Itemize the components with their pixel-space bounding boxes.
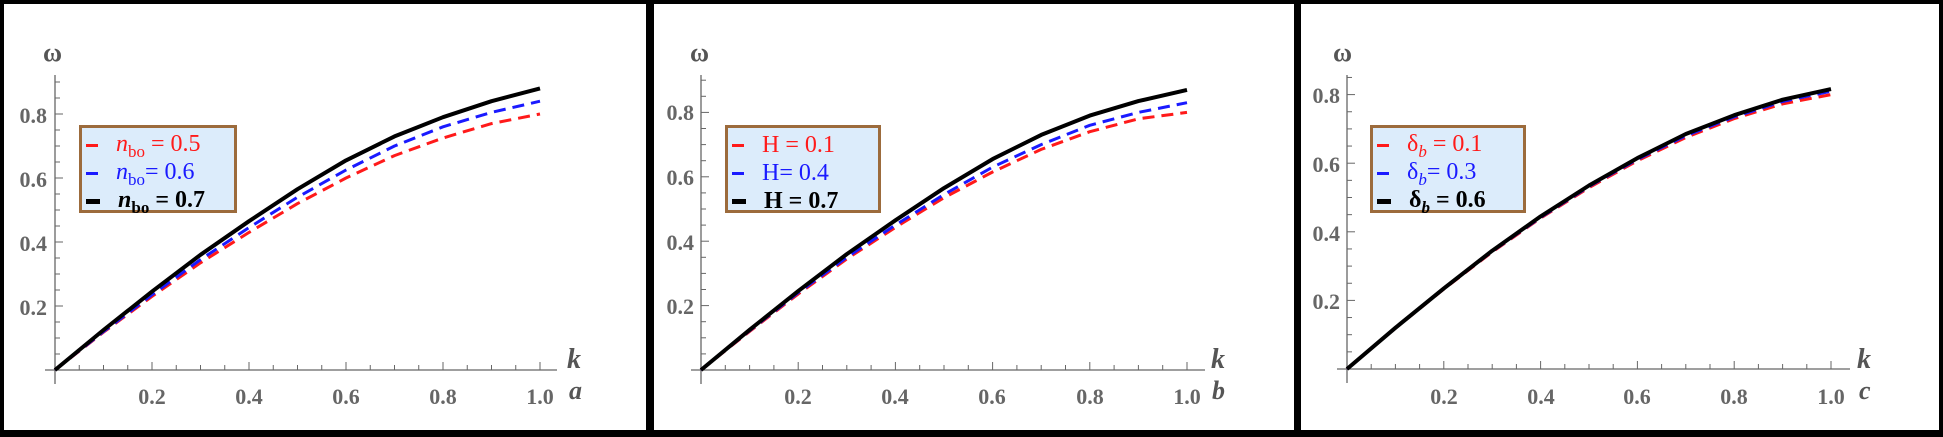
x-tick-label: 0.6 [1623, 384, 1651, 409]
plot-svg-a [45, 75, 557, 384]
legend-item: δb = 0.6 [1377, 187, 1523, 217]
series-line [1345, 87, 1832, 371]
legend-swatch-dashed-red [732, 143, 744, 147]
panel-label: b [1212, 376, 1225, 405]
x-tick-label: 0.2 [784, 384, 812, 409]
x-axis-label: k [567, 344, 581, 375]
x-tick-label: 0.2 [138, 384, 166, 409]
legend-item: H = 0.7 [732, 187, 878, 215]
x-tick-label: 0.8 [429, 384, 457, 409]
legend-item: nbo = 0.5 [86, 131, 234, 161]
panel-label: c [1859, 376, 1871, 405]
legend-swatch-dashed-red [86, 143, 98, 147]
x-tick-label: 1.0 [1817, 384, 1845, 409]
legend-swatch-dashed-blue [86, 171, 98, 175]
series-line [699, 87, 1188, 372]
y-tick-label: 0.8 [666, 100, 695, 125]
legend-item: H = 0.1 [732, 131, 878, 159]
y-tick-label: 0.8 [19, 103, 48, 128]
chart-panel-b: ω k b 0.8 0.6 0.4 0.2 0.2 0.4 0.6 0.8 1.… [654, 4, 1294, 430]
chart-panel-c: ω k c 0.8 0.6 0.4 0.2 0.2 0.4 0.6 0.8 1.… [1301, 4, 1939, 430]
y-tick-label: 0.6 [666, 165, 695, 190]
plot-svg-b [691, 75, 1205, 384]
x-tick-label: 0.6 [978, 384, 1006, 409]
x-tick-label: 0.6 [332, 384, 360, 409]
legend-item: nbo = 0.7 [86, 187, 234, 217]
y-tick-label: 0.4 [1312, 221, 1341, 246]
legend-item: nbo= 0.6 [86, 159, 234, 189]
x-tick-label: 0.4 [881, 384, 909, 409]
legend-item: H= 0.4 [732, 159, 878, 187]
legend: nbo = 0.5 nbo= 0.6 nbo = 0.7 [79, 125, 237, 217]
x-tick-label: 0.8 [1076, 384, 1104, 409]
panel-label: a [569, 376, 582, 405]
x-tick-label: 1.0 [526, 384, 554, 409]
y-tick-label: 0.2 [1312, 289, 1341, 314]
x-tick-label: 0.8 [1720, 384, 1748, 409]
x-axis-label: k [1211, 344, 1225, 375]
y-tick-label: 0.6 [19, 167, 48, 192]
y-tick-label: 0.8 [1312, 83, 1341, 108]
legend: H = 0.1 H= 0.4 H = 0.7 [725, 125, 881, 215]
y-tick-label: 0.4 [666, 230, 695, 255]
x-tick-label: 0.2 [1430, 384, 1458, 409]
legend-item: δb= 0.3 [1377, 159, 1523, 189]
plot-svg-c [1337, 75, 1850, 383]
series-line [53, 86, 541, 372]
y-tick-label: 0.2 [19, 295, 48, 320]
series-line [54, 99, 541, 372]
y-tick-label: 0.6 [1312, 152, 1341, 177]
legend-swatch-dashed-blue [732, 171, 744, 175]
y-tick-label: 0.4 [19, 231, 48, 256]
legend-swatch-solid-black [732, 198, 746, 204]
x-axis-label: k [1857, 344, 1871, 375]
y-axis-label: ω [43, 38, 63, 67]
legend-swatch-solid-black [86, 198, 100, 204]
legend-item: δb = 0.1 [1377, 131, 1523, 161]
chart-panel-a: ω k a 0.8 0.6 0.4 0.2 0.2 0.4 0.6 0.8 1.… [4, 4, 646, 430]
y-axis-label: ω [690, 38, 710, 67]
y-tick-label: 0.2 [666, 294, 695, 319]
legend: δb = 0.1 δb= 0.3 δb = 0.6 [1370, 125, 1526, 217]
y-axis-label: ω [1333, 38, 1353, 67]
x-tick-label: 0.4 [235, 384, 263, 409]
x-tick-label: 1.0 [1173, 384, 1201, 409]
legend-swatch-dashed-blue [1377, 171, 1389, 175]
x-tick-label: 0.4 [1527, 384, 1555, 409]
legend-swatch-solid-black [1377, 198, 1391, 204]
legend-swatch-dashed-red [1377, 143, 1389, 147]
